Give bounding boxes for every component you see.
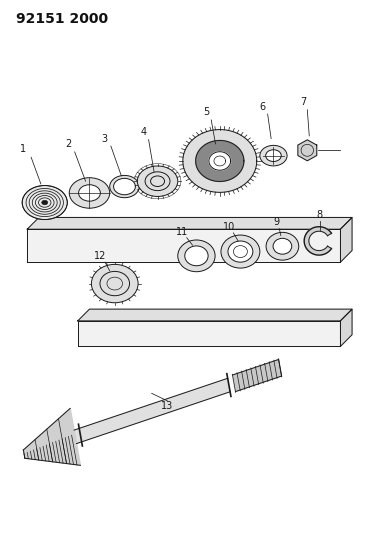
Text: 12: 12 [94, 251, 107, 261]
Polygon shape [78, 309, 352, 321]
Text: 10: 10 [223, 222, 236, 231]
Polygon shape [78, 321, 340, 346]
Text: 11: 11 [176, 227, 188, 237]
Polygon shape [183, 130, 257, 192]
Text: 9: 9 [273, 217, 279, 227]
Ellipse shape [260, 146, 287, 166]
Ellipse shape [110, 175, 139, 198]
Ellipse shape [178, 240, 215, 272]
Text: 13: 13 [161, 401, 173, 411]
Polygon shape [209, 152, 231, 170]
Text: 1: 1 [20, 144, 26, 154]
Polygon shape [298, 140, 317, 161]
Ellipse shape [185, 246, 208, 266]
Polygon shape [27, 229, 340, 262]
Polygon shape [233, 359, 282, 392]
Ellipse shape [69, 177, 110, 208]
Ellipse shape [114, 179, 135, 195]
Ellipse shape [91, 264, 138, 303]
Text: 4: 4 [140, 127, 146, 137]
Polygon shape [27, 217, 352, 229]
Ellipse shape [22, 185, 67, 220]
Ellipse shape [273, 238, 292, 254]
Ellipse shape [266, 150, 281, 161]
Polygon shape [340, 217, 352, 262]
Polygon shape [304, 227, 331, 255]
Ellipse shape [79, 185, 100, 201]
Ellipse shape [266, 232, 299, 260]
Text: 6: 6 [259, 102, 266, 111]
Ellipse shape [42, 200, 48, 205]
Text: 3: 3 [101, 134, 107, 143]
Polygon shape [340, 309, 352, 346]
Text: 7: 7 [300, 98, 307, 107]
Polygon shape [196, 141, 244, 181]
Polygon shape [74, 378, 230, 443]
Ellipse shape [137, 166, 178, 197]
Text: 92151 2000: 92151 2000 [16, 12, 108, 26]
Ellipse shape [228, 241, 253, 262]
Text: 8: 8 [316, 211, 322, 220]
Text: 5: 5 [203, 107, 209, 117]
Text: 2: 2 [65, 139, 71, 149]
Ellipse shape [221, 235, 260, 268]
Polygon shape [23, 408, 81, 465]
